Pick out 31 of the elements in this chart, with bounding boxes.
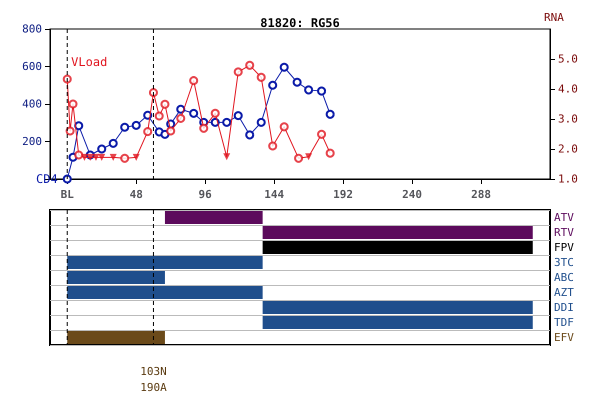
series-label: VLoad	[71, 55, 108, 70]
text: 103N	[140, 365, 167, 378]
y2-tick-label: 1.0	[558, 172, 578, 186]
series-label: CD4	[36, 172, 58, 186]
y-tick-label: AZT	[554, 286, 574, 299]
y-tick-label: 3TC	[554, 256, 574, 269]
x-tick-label: BL	[60, 188, 74, 201]
x-tick-label: 192	[333, 188, 354, 201]
text: 190A	[140, 381, 168, 394]
chart-title: 81820: RG56	[260, 16, 340, 30]
y-tick-label: 800	[22, 22, 42, 36]
x-tick-label: 144	[264, 188, 284, 201]
y-tick-label: ATV	[554, 211, 574, 224]
y-tick-label: 600	[22, 60, 42, 73]
x-tick-label: 96	[198, 188, 212, 201]
y-tick-label: EFV	[554, 331, 574, 344]
y2-tick-label: 2.0	[558, 142, 578, 156]
y-tick-label: RTV	[554, 226, 574, 239]
y-tick-label: ABC	[554, 271, 574, 284]
x-tick-label: 240	[402, 188, 422, 201]
y-tick-label: 400	[22, 98, 42, 110]
x-tick-label: 48	[130, 188, 143, 201]
y2-axis-title: RNA	[544, 11, 564, 24]
y2-tick-label: 5.0	[558, 52, 578, 66]
y-tick-label: DDI	[554, 301, 574, 314]
y2-tick-label: 3.0	[558, 112, 578, 126]
y2-tick-label: 4.0	[558, 82, 578, 96]
y-tick-label: FPV	[554, 241, 574, 254]
x-tick-label: 288	[471, 188, 491, 201]
y-tick-label: 200	[22, 135, 42, 148]
y-tick-label: TDF	[554, 316, 574, 329]
